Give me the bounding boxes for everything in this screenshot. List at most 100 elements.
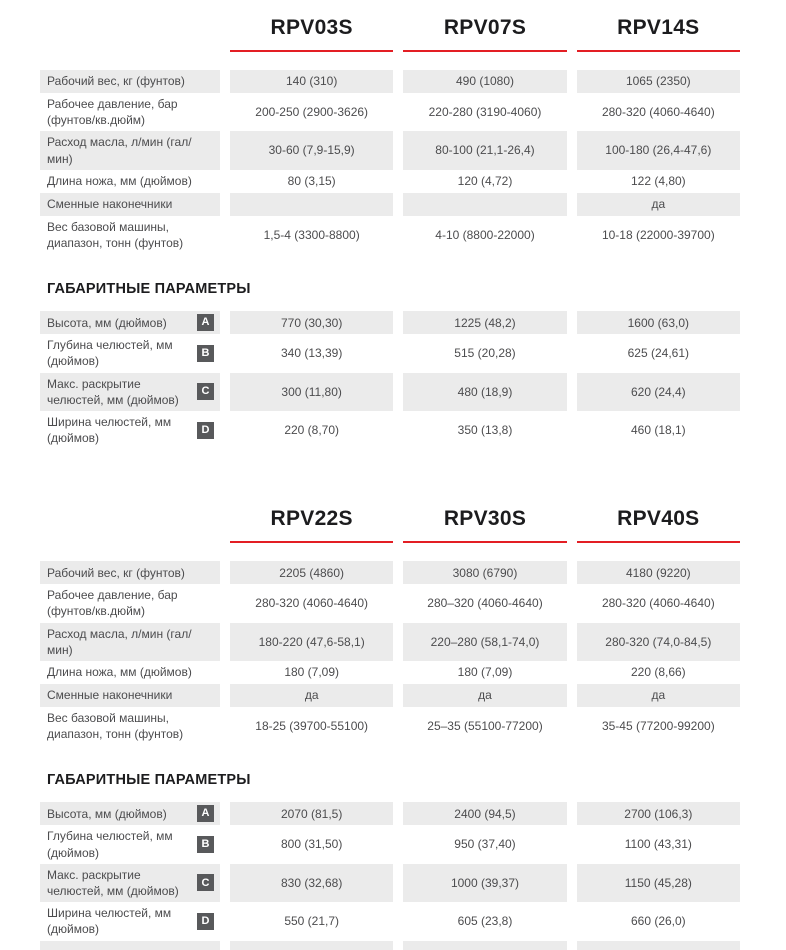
spec-label: Расход масла, л/мин (гал/мин)	[40, 622, 220, 661]
dimension-label-cell: Макс. раскрытие челюстей, мм (дюймов) C	[40, 372, 220, 411]
spec-row: Вес базовой машины, диапазон, тонн (фунт…	[40, 707, 740, 745]
dimension-row: Ширина челюстей, мм (дюймов) D 220 (8,70…	[40, 411, 740, 449]
cropped-cell	[403, 940, 567, 950]
dimension-value: 1100 (43,31)	[624, 837, 692, 852]
spec-value: 490 (1080)	[403, 70, 567, 93]
spec-label: Длина ножа, мм (дюймов)	[47, 665, 192, 680]
spec-value: да	[576, 684, 740, 707]
dimension-value: 1600 (63,0)	[576, 311, 740, 335]
dimensions-heading: ГАБАРИТНЫЕ ПАРАМЕТРЫ	[47, 772, 251, 789]
spec-row: Вес базовой машины, диапазон, тонн (фунт…	[40, 216, 740, 254]
dimension-row: Глубина челюстей, мм (дюймов) B 340 (13,…	[40, 334, 740, 372]
dimension-label-cell: Высота, мм (дюймов) A	[40, 311, 220, 335]
dimension-value: 300 (11,80)	[230, 372, 394, 411]
spec-label: Вес базовой машины, диапазон, тонн (фунт…	[47, 219, 184, 250]
dimension-label: Ширина челюстей, мм (дюймов)	[47, 906, 172, 937]
spec-row: Расход масла, л/мин (гал/мин) 30-60 (7,9…	[40, 131, 740, 170]
model-name: RPV40S	[617, 507, 700, 531]
spec-label: Рабочий вес, кг (фунтов)	[40, 561, 220, 585]
spec-value: 120 (4,72)	[457, 174, 513, 189]
dimension-value: 460 (18,1)	[630, 422, 686, 437]
spec-value: 80 (3,15)	[287, 174, 336, 189]
spec-value: 100-180 (26,4-47,6)	[576, 131, 740, 170]
spec-row: Сменные наконечники да	[40, 192, 740, 216]
dimension-letter-badge: D	[197, 912, 214, 930]
spec-value	[403, 192, 567, 216]
spec-value: да	[230, 684, 394, 707]
spec-row: Сменные наконечники да да да	[40, 684, 740, 707]
model-column-header: RPV22S	[230, 507, 394, 544]
dimension-letter-badge: C	[197, 874, 214, 892]
spec-value: 180-220 (47,6-58,1)	[230, 622, 394, 661]
dimension-label-cell: Ширина челюстей, мм (дюймов) D	[40, 411, 220, 449]
model-underline	[576, 50, 740, 52]
model-header-row: RPV22S RPV30S RPV40S	[40, 507, 740, 544]
model-underline	[576, 541, 740, 544]
model-column-header: RPV03S	[230, 16, 394, 52]
dimension-letter-badge: B	[197, 836, 214, 854]
spec-row: Длина ножа, мм (дюймов) 180 (7,09) 180 (…	[40, 661, 740, 684]
dimension-value: 2070 (81,5)	[230, 802, 394, 826]
spec-label: Вес базовой машины, диапазон, тонн (фунт…	[47, 711, 184, 742]
cropped-next-row	[40, 940, 740, 950]
dimension-value: 770 (30,30)	[230, 311, 394, 335]
spec-value: да	[576, 192, 740, 216]
spec-value: 220–280 (58,1-74,0)	[403, 622, 567, 661]
dimension-row: Высота, мм (дюймов) A 2070 (81,5) 2400 (…	[40, 802, 740, 826]
model-underline	[403, 50, 567, 52]
dimension-label: Глубина челюстей, мм (дюймов)	[47, 829, 173, 860]
model-name: RPV30S	[443, 507, 527, 531]
model-column-header: RPV40S	[576, 507, 740, 544]
dimension-letter-badge: B	[197, 344, 214, 362]
model-name: RPV22S	[270, 507, 353, 531]
spec-value: 220-280 (3190-4060)	[428, 105, 542, 120]
spec-value: 220 (8,66)	[630, 665, 686, 680]
dimension-letter-badge: A	[197, 805, 214, 823]
dimension-row: Макс. раскрытие челюстей, мм (дюймов) C …	[40, 863, 740, 903]
spec-value: 122 (4,80)	[630, 174, 686, 189]
dimension-row: Макс. раскрытие челюстей, мм (дюймов) C …	[40, 372, 740, 411]
spec-value: 180 (7,09)	[284, 665, 340, 680]
dimension-value: 340 (13,39)	[280, 346, 343, 361]
spec-section-1: RPV03S RPV07S RPV14S Рабочий вес, кг (фу…	[40, 16, 740, 449]
model-name: RPV03S	[270, 16, 353, 39]
spec-value: 30-60 (7,9-15,9)	[230, 131, 394, 170]
spec-value: 1065 (2350)	[576, 70, 740, 93]
spec-value: 280-320 (4060-4640)	[255, 596, 369, 611]
model-header-row: RPV03S RPV07S RPV14S	[40, 16, 740, 52]
dimension-value: 830 (32,68)	[230, 863, 394, 903]
model-column-header: RPV07S	[403, 16, 567, 52]
dimension-value: 2700 (106,3)	[576, 802, 740, 826]
spec-label: Рабочий вес, кг (фунтов)	[40, 70, 220, 93]
dimension-value: 1225 (48,2)	[403, 311, 567, 335]
model-underline	[230, 541, 394, 544]
dimension-value: 350 (13,8)	[457, 422, 513, 437]
model-underline	[403, 541, 567, 544]
cropped-cell	[576, 940, 740, 950]
dimension-value: 1150 (45,28)	[576, 863, 740, 903]
dimension-value: 800 (31,50)	[280, 837, 343, 852]
dimension-label: Высота, мм (дюймов)	[47, 806, 167, 821]
dimension-letter-badge: D	[197, 421, 214, 439]
spec-label: Расход масла, л/мин (гал/мин)	[40, 131, 220, 170]
dimension-value: 950 (37,40)	[454, 837, 516, 852]
dimension-label-cell: Глубина челюстей, мм (дюймов) B	[40, 334, 220, 372]
spec-value: 280-320 (4060-4640)	[601, 596, 715, 611]
spec-label: Длина ножа, мм (дюймов)	[47, 174, 192, 189]
dimension-label: Ширина челюстей, мм (дюймов)	[47, 414, 172, 446]
dimension-value: 550 (21,7)	[284, 914, 340, 929]
spec-value: 180 (7,09)	[457, 665, 513, 680]
dimension-label: Макс. раскрытие челюстей, мм (дюймов)	[47, 376, 179, 407]
spec-section-2: RPV22S RPV30S RPV40S Рабочий вес, кг (фу…	[40, 507, 740, 950]
spec-value: 80-100 (21,1-26,4)	[403, 131, 567, 170]
cropped-cell	[230, 940, 394, 950]
spec-row: Длина ножа, мм (дюймов) 80 (3,15) 120 (4…	[40, 170, 740, 193]
spec-value: 280-320 (74,0-84,5)	[576, 622, 740, 661]
dimension-label-cell: Макс. раскрытие челюстей, мм (дюймов) C	[40, 863, 220, 903]
dimension-row: Высота, мм (дюймов) A 770 (30,30) 1225 (…	[40, 311, 740, 335]
spec-value: 280-320 (4060-4640)	[601, 105, 715, 120]
dimension-value: 660 (26,0)	[630, 914, 686, 929]
dimension-value: 515 (20,28)	[454, 346, 516, 361]
spec-value: да	[403, 684, 567, 707]
